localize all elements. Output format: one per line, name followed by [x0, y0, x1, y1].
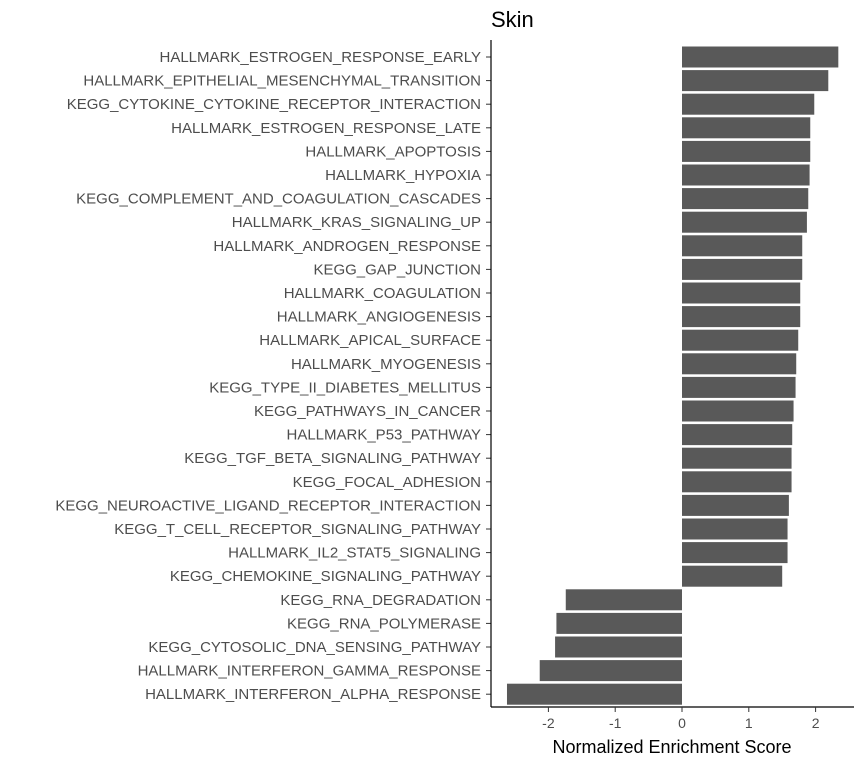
chart-title: Skin: [491, 7, 534, 32]
category-label: HALLMARK_APOPTOSIS: [305, 143, 481, 160]
category-label: KEGG_TYPE_II_DIABETES_MELLITUS: [209, 379, 481, 396]
bar-kegg-gap-junction: [682, 258, 803, 280]
category-label: KEGG_NEUROACTIVE_LIGAND_RECEPTOR_INTERAC…: [55, 497, 481, 514]
bar-hallmark-epithelial-mesenchymal-transition: [682, 70, 829, 92]
bar-kegg-t-cell-receptor-signaling-pathway: [682, 518, 788, 540]
x-axis-title: Normalized Enrichment Score: [552, 737, 791, 757]
category-label: KEGG_RNA_DEGRADATION: [280, 592, 481, 609]
category-label: KEGG_GAP_JUNCTION: [313, 261, 481, 278]
bar-hallmark-estrogen-response-late: [682, 117, 811, 139]
category-label: KEGG_PATHWAYS_IN_CANCER: [254, 403, 481, 420]
bar-hallmark-hypoxia: [682, 164, 810, 186]
x-tick-label: 2: [812, 715, 820, 731]
x-tick-label: 0: [678, 715, 686, 731]
bar-hallmark-angiogenesis: [682, 306, 801, 328]
bar-kegg-chemokine-signaling-pathway: [682, 565, 783, 587]
category-label: HALLMARK_INTERFERON_GAMMA_RESPONSE: [138, 663, 481, 680]
category-label: HALLMARK_HYPOXIA: [325, 167, 481, 184]
category-label: HALLMARK_EPITHELIAL_MESENCHYMAL_TRANSITI…: [83, 73, 481, 90]
bar-hallmark-apical-surface: [682, 329, 799, 351]
bar-kegg-tgf-beta-signaling-pathway: [682, 447, 792, 469]
axes: -2 -1 0 1 2: [486, 40, 854, 731]
bar-kegg-type-ii-diabetes-mellitus: [682, 376, 796, 398]
category-label: HALLMARK_ANGIOGENESIS: [277, 309, 481, 326]
bar-hallmark-il2-stat5-signaling: [682, 542, 788, 564]
category-labels: HALLMARK_ESTROGEN_RESPONSE_EARLY HALLMARK…: [55, 49, 481, 703]
bar-kegg-pathways-in-cancer: [682, 400, 794, 422]
x-tick-label: -2: [542, 715, 555, 731]
category-label: KEGG_FOCAL_ADHESION: [293, 474, 481, 491]
bars-layer: [506, 46, 839, 705]
category-label: HALLMARK_MYOGENESIS: [291, 356, 481, 373]
category-label: HALLMARK_INTERFERON_ALPHA_RESPONSE: [145, 686, 481, 703]
bar-kegg-cytosolic-dna-sensing-pathway: [555, 636, 682, 658]
category-label: KEGG_CHEMOKINE_SIGNALING_PATHWAY: [170, 568, 481, 585]
x-tick-label: 1: [745, 715, 753, 731]
category-label: KEGG_RNA_POLYMERASE: [287, 615, 481, 632]
category-label: HALLMARK_ANDROGEN_RESPONSE: [213, 238, 481, 255]
category-label: HALLMARK_ESTROGEN_RESPONSE_LATE: [171, 120, 481, 137]
bar-kegg-complement-and-coagulation-cascades: [682, 188, 809, 210]
category-label: KEGG_TGF_BETA_SIGNALING_PATHWAY: [184, 450, 481, 467]
bar-hallmark-apoptosis: [682, 140, 811, 162]
bar-kegg-neuroactive-ligand-receptor-interaction: [682, 494, 789, 516]
category-label: KEGG_CYTOSOLIC_DNA_SENSING_PATHWAY: [148, 639, 481, 656]
category-label: HALLMARK_APICAL_SURFACE: [259, 332, 481, 349]
bar-hallmark-interferon-gamma-response: [539, 660, 682, 682]
bar-hallmark-myogenesis: [682, 353, 797, 375]
bar-hallmark-p53-pathway: [682, 424, 793, 446]
category-label: KEGG_COMPLEMENT_AND_COAGULATION_CASCADES: [76, 191, 481, 208]
category-label: HALLMARK_IL2_STAT5_SIGNALING: [228, 545, 481, 562]
bar-kegg-focal-adhesion: [682, 471, 792, 493]
bar-hallmark-interferon-alpha-response: [506, 683, 682, 705]
bar-hallmark-kras-signaling-up: [682, 211, 807, 233]
category-label: HALLMARK_ESTROGEN_RESPONSE_EARLY: [160, 49, 482, 66]
bar-kegg-rna-polymerase: [556, 612, 682, 634]
category-label: HALLMARK_COAGULATION: [284, 285, 481, 302]
x-tick-label: -1: [609, 715, 622, 731]
category-label: HALLMARK_KRAS_SIGNALING_UP: [232, 214, 481, 231]
category-label: KEGG_T_CELL_RECEPTOR_SIGNALING_PATHWAY: [114, 521, 481, 538]
bar-hallmark-coagulation: [682, 282, 801, 304]
category-label: HALLMARK_P53_PATHWAY: [286, 427, 481, 444]
bar-kegg-rna-degradation: [565, 589, 682, 611]
bar-hallmark-estrogen-response-early: [682, 46, 839, 68]
bar-kegg-cytokine-cytokine-receptor-interaction: [682, 93, 815, 115]
bar-hallmark-androgen-response: [682, 235, 803, 257]
category-label: KEGG_CYTOKINE_CYTOKINE_RECEPTOR_INTERACT…: [67, 96, 481, 113]
